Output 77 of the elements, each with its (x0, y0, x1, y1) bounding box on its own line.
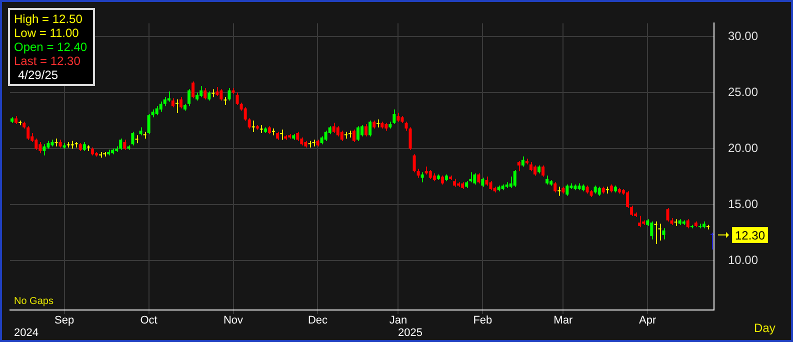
candlestick (220, 88, 223, 101)
candlestick (38, 141, 42, 154)
candlestick (280, 129, 284, 140)
candlestick (175, 98, 178, 114)
candlestick (252, 120, 255, 132)
y-tick-label: 20.00 (728, 140, 758, 155)
candlestick (473, 172, 476, 186)
candlestick (360, 124, 364, 137)
x-tick-label: Nov (223, 314, 244, 327)
candlestick (204, 88, 207, 100)
text: Day (754, 321, 776, 335)
x-tick-label: Dec (308, 314, 328, 327)
candlestick (356, 126, 360, 142)
candlestick (666, 208, 670, 222)
candlestick (192, 80, 195, 99)
candlestick (236, 92, 239, 106)
annotation: No Gaps (14, 296, 54, 307)
candlestick (135, 134, 138, 144)
candlestick (42, 144, 46, 156)
ref-line-label: 12.30 (735, 228, 766, 242)
y-tick-label: 10.00 (728, 253, 758, 268)
candlestick (662, 228, 666, 240)
candlestick (147, 113, 150, 135)
annotation: Open = 12.40 (14, 40, 88, 54)
candlestick (412, 154, 416, 173)
candlestick (131, 131, 134, 146)
x-tick-label: Mar (554, 314, 573, 327)
candlestick (119, 138, 122, 150)
candlestick (658, 223, 662, 242)
candlestick (521, 156, 524, 168)
candlestick (477, 172, 480, 184)
y-tick-label: 15.00 (728, 197, 758, 212)
candlestick (517, 160, 520, 172)
y-tick-label: 25.00 (728, 84, 758, 99)
candlestick (638, 215, 642, 228)
annotation: High = 12.50 (14, 12, 84, 26)
candlestick (368, 120, 372, 137)
candlestick (364, 124, 368, 137)
text: 2025 (398, 327, 422, 339)
candlestick (513, 169, 516, 188)
candlestick (54, 138, 58, 147)
candlestick (566, 184, 569, 196)
candlestick (408, 126, 412, 150)
candlestick (542, 164, 545, 178)
candlestick (188, 88, 191, 107)
candlestick (376, 119, 380, 128)
x-tick-label: Apr (639, 314, 657, 327)
candlestick (179, 96, 182, 109)
candlestick (654, 220, 658, 244)
candlestick (159, 101, 162, 112)
candlestick (248, 118, 251, 130)
candlestick (336, 126, 340, 137)
candlestick (332, 122, 336, 134)
x-tick-label: Sep (54, 314, 74, 327)
candlestick (340, 130, 344, 142)
annotation: Last = 12.30 (14, 54, 82, 68)
annotation: Low = 11.00 (14, 26, 80, 40)
candlestick (650, 220, 654, 240)
candlestick (26, 126, 30, 140)
candlestick (123, 139, 126, 150)
candlestick (533, 164, 536, 176)
x-tick-label: Oct (140, 314, 158, 327)
candlestick (392, 108, 396, 125)
candlestick (200, 85, 203, 98)
candlestick (224, 96, 227, 106)
candlestick (244, 106, 247, 122)
candlestick (324, 130, 328, 142)
y-tick-label: 30.00 (728, 28, 758, 43)
candlestick (554, 182, 557, 193)
x-tick-label: Jan (389, 314, 408, 327)
candlestick (352, 129, 356, 142)
candlestick (228, 88, 231, 101)
candlestick (260, 124, 263, 134)
annotation: 4/29/25 (17, 68, 60, 82)
x-tick-label: Feb (473, 314, 492, 327)
text: 2024 (14, 327, 38, 339)
candlestick (420, 172, 424, 183)
